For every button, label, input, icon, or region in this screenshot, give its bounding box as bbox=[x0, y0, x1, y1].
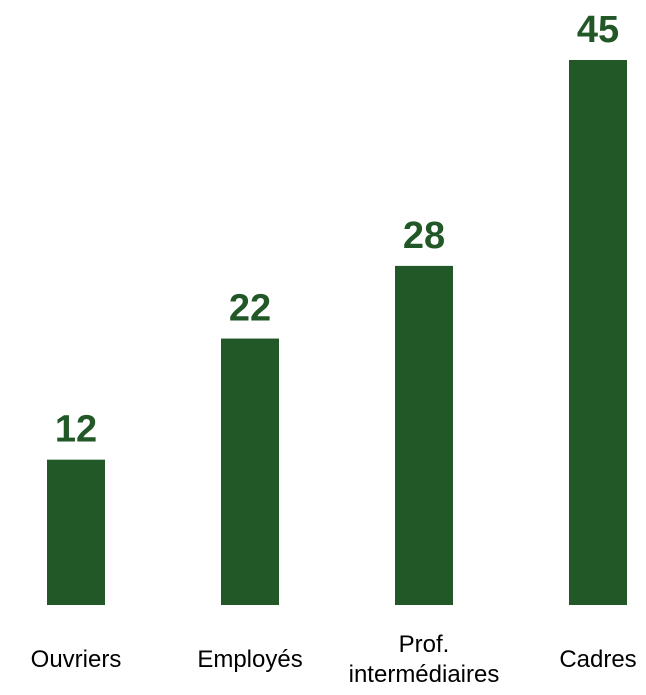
category-label-2: Prof. intermédiaires bbox=[349, 631, 500, 688]
category-labels-layer: Ouvriers Employés Prof. intermédiaires Cadre… bbox=[31, 631, 637, 688]
value-label-1: 22 bbox=[229, 288, 271, 330]
value-label-3: 45 bbox=[577, 9, 619, 51]
category-label-3: Cadres bbox=[559, 646, 636, 673]
bar-1 bbox=[221, 338, 279, 605]
value-labels-layer: 12 22 28 45 bbox=[55, 9, 619, 451]
category-label-line: Employés bbox=[197, 646, 302, 673]
bar-3 bbox=[569, 60, 627, 605]
bars-layer bbox=[47, 60, 627, 605]
category-label-1: Employés bbox=[197, 646, 302, 673]
bar-2 bbox=[395, 265, 453, 605]
category-label-line: intermédiaires bbox=[349, 661, 500, 688]
category-label-line: Ouvriers bbox=[31, 646, 122, 673]
bar-0 bbox=[47, 459, 105, 605]
value-label-2: 28 bbox=[403, 215, 445, 257]
value-label-0: 12 bbox=[55, 409, 97, 451]
category-label-line: Prof. bbox=[399, 631, 450, 658]
category-label-line: Cadres bbox=[559, 646, 636, 673]
category-label-0: Ouvriers bbox=[31, 646, 122, 673]
